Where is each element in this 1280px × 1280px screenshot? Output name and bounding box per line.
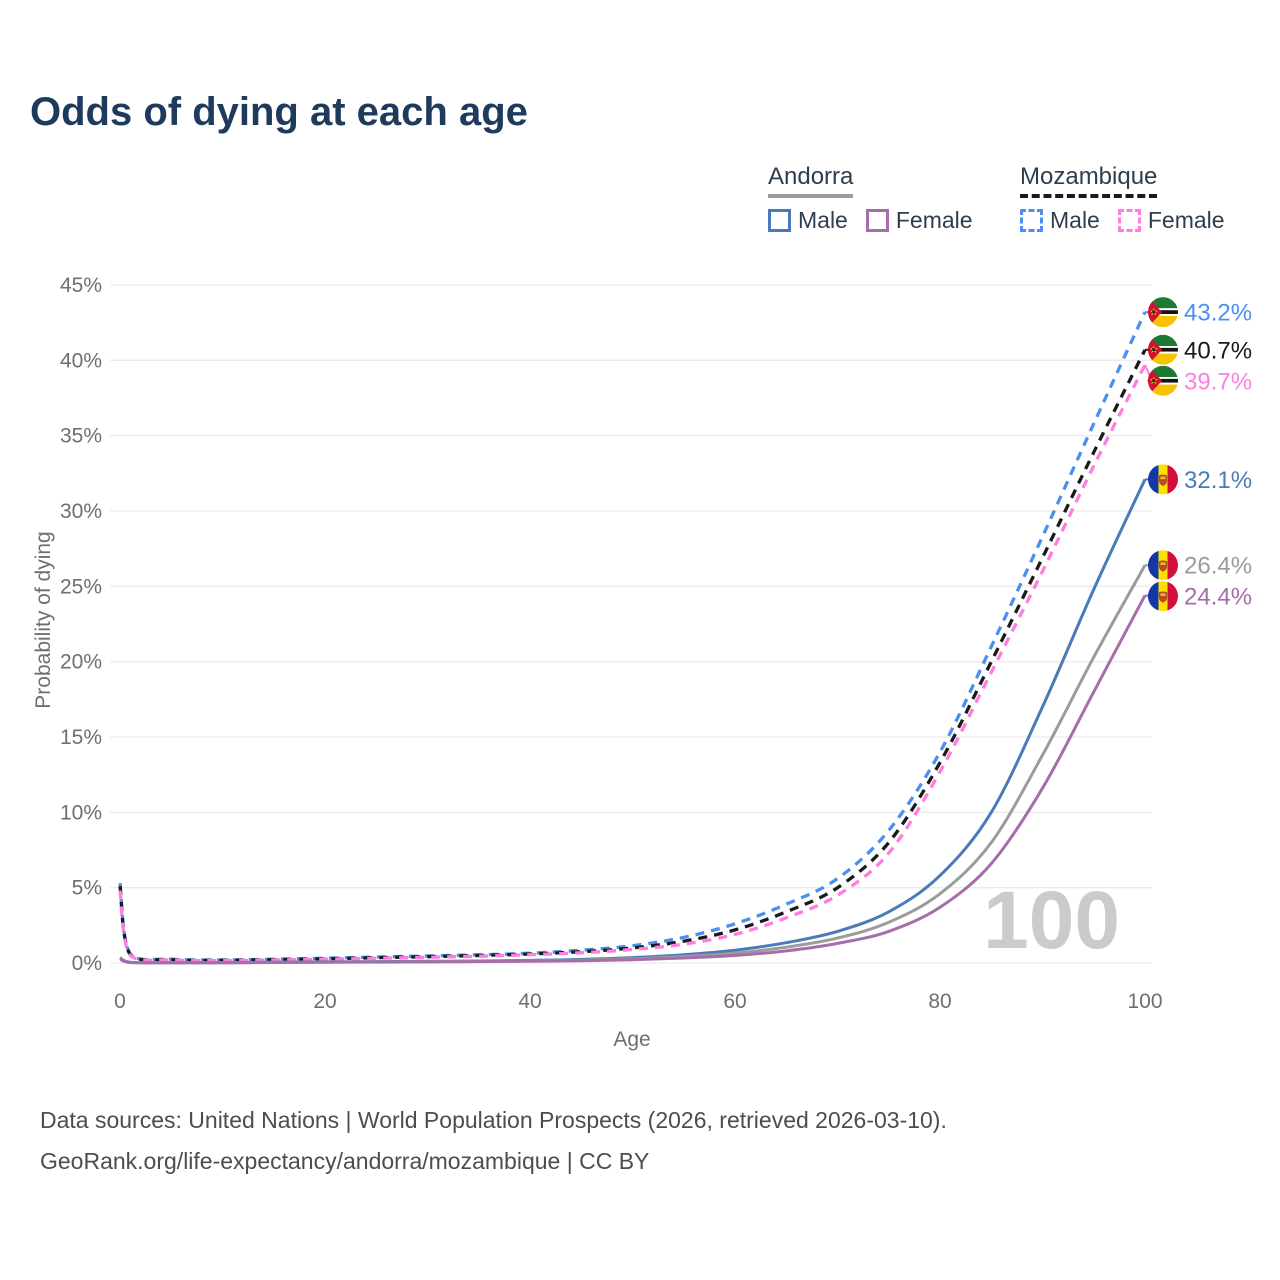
age-watermark: 100: [983, 875, 1120, 966]
legend-item-label: Female: [895, 207, 973, 233]
y-tick-label: 35%: [60, 425, 102, 448]
legend-item-mozambique-female[interactable]: Female: [1117, 207, 1225, 234]
andorra-flag-icon: [1148, 464, 1178, 494]
mozambique-flag-icon: [1148, 366, 1178, 396]
y-tick-label: 0%: [72, 952, 102, 975]
y-tick-label: 45%: [60, 274, 102, 297]
x-tick-label: 0: [114, 990, 126, 1013]
x-tick-label: 40: [518, 990, 541, 1013]
series-end-label-mozambique-both: 40.7%: [1184, 337, 1252, 364]
mozambique-flag-icon: [1148, 297, 1178, 327]
chart-footer: Data sources: United Nations | World Pop…: [40, 1100, 947, 1182]
data-source-line: Data sources: United Nations | World Pop…: [40, 1107, 947, 1133]
y-tick-label: 30%: [60, 500, 102, 523]
series-line-mozambique-female[interactable]: [118, 364, 1147, 963]
andorra-flag-icon: [1148, 550, 1178, 580]
series-line-mozambique-male[interactable]: [118, 311, 1147, 962]
line-swatch-icon: [1020, 209, 1043, 232]
series-end-label-mozambique-male: 43.2%: [1184, 300, 1252, 327]
series-line-andorra-female[interactable]: [119, 594, 1147, 965]
line-swatch-icon: [865, 209, 889, 232]
series-end-label-mozambique-female: 39.7%: [1184, 368, 1252, 395]
x-tick-label: 80: [928, 990, 951, 1013]
legend-country-andorra: Andorra: [768, 163, 854, 198]
x-tick-label: 100: [1127, 990, 1162, 1013]
x-tick-label: 60: [723, 990, 746, 1013]
legend-item-andorra-female[interactable]: Female: [865, 207, 973, 234]
series-line-mozambique-both[interactable]: [118, 349, 1147, 962]
x-axis-title: Age: [613, 1028, 651, 1051]
legend-items-andorra: Male Female: [768, 207, 991, 234]
y-tick-label: 10%: [60, 801, 102, 824]
series-end-label-andorra-female: 24.4%: [1184, 584, 1252, 611]
legend: Andorra Male Female Mozambique Male Fema…: [768, 163, 1278, 243]
line-swatch-icon: [768, 209, 791, 232]
legend-item-label: Male: [1050, 207, 1100, 233]
legend-group-mozambique: Mozambique Male Female: [1020, 163, 1243, 234]
legend-item-label: Male: [798, 207, 848, 233]
y-tick-label: 40%: [60, 349, 102, 372]
legend-items-mozambique: Male Female: [1020, 207, 1243, 234]
y-tick-label: 20%: [60, 651, 102, 674]
legend-item-mozambique-male[interactable]: Male: [1020, 207, 1100, 234]
series-end-label-andorra-male: 32.1%: [1184, 467, 1252, 494]
y-tick-label: 15%: [60, 726, 102, 749]
legend-group-andorra: Andorra Male Female: [768, 163, 991, 234]
legend-item-andorra-male[interactable]: Male: [768, 207, 848, 234]
x-tick-label: 20: [313, 990, 336, 1013]
y-tick-label: 25%: [60, 575, 102, 598]
mozambique-flag-icon: [1148, 335, 1178, 365]
y-tick-label: 5%: [72, 877, 102, 900]
attribution-line: GeoRank.org/life-expectancy/andorra/moza…: [40, 1148, 650, 1174]
y-axis-title: Probability of dying: [32, 531, 55, 709]
andorra-flag-icon: [1148, 581, 1178, 611]
page-title: Odds of dying at each age: [30, 90, 528, 134]
legend-country-mozambique: Mozambique: [1020, 163, 1158, 198]
line-swatch-icon: [1117, 209, 1141, 232]
legend-item-label: Female: [1147, 207, 1225, 233]
series-end-label-andorra-both: 26.4%: [1184, 553, 1252, 580]
